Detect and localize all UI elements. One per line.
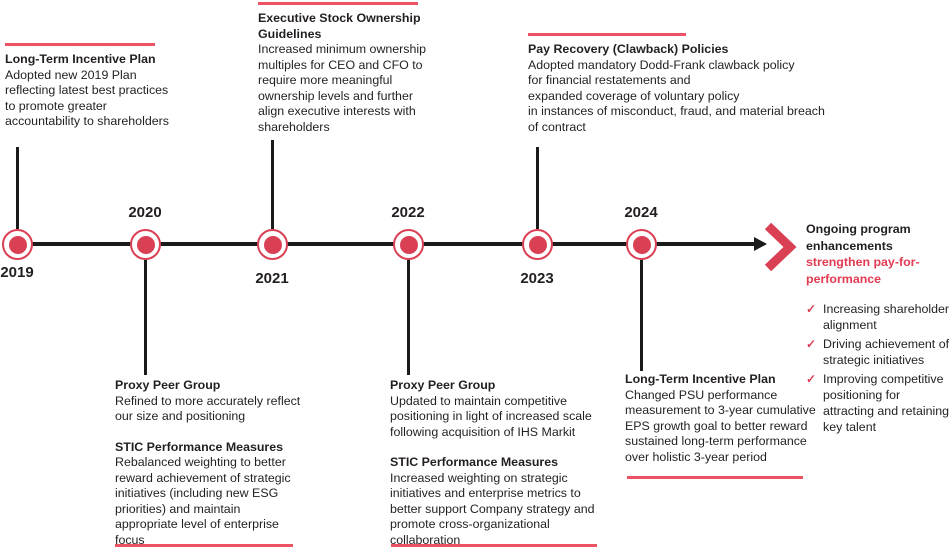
event-section: Proxy Peer Group Refined to more accurat… [115,378,315,425]
event-body: Adopted new 2019 Plan reflecting latest … [5,67,169,129]
marker-dot [528,235,547,254]
event-title: Long-Term Incentive Plan [625,372,776,386]
timeline-marker-2021 [257,229,288,260]
connector-2020 [143,259,147,375]
checkmark-icon: ✓ [806,372,817,386]
accent-rule [258,2,418,5]
marker-dot [263,235,282,254]
year-label-2021: 2021 [255,270,289,287]
list-item-text: Driving achievement of strategic initiat… [823,337,950,367]
connector-2021 [270,140,274,229]
event-2023-clawback: Pay Recovery (Clawback) Policies Adopted… [528,42,868,135]
event-2024-ltip: Long-Term Incentive Plan Changed PSU per… [625,372,825,480]
list-item: ✓ Increasing shareholder alignment [806,301,951,333]
event-title: Long-Term Incentive Plan [5,52,156,66]
year-label-2023: 2023 [520,270,554,287]
connector-2022 [406,259,410,375]
event-section: STIC Performance Measures Rebalanced wei… [115,440,315,549]
connector-2019 [15,147,19,229]
forward-chevron-icon [764,222,798,277]
event-body: Updated to maintain competitive position… [390,393,592,439]
accent-rule [391,544,597,547]
event-title: STIC Performance Measures [115,439,284,454]
timeline-marker-2022 [393,229,424,260]
event-2020-details: Proxy Peer Group Refined to more accurat… [115,378,315,550]
event-body: Adopted mandatory Dodd-Frank clawback po… [528,57,825,134]
timeline-marker-2024 [626,229,657,260]
timeline-marker-2023 [522,229,553,260]
event-2022-details: Proxy Peer Group Updated to maintain com… [390,378,610,550]
list-item-text: Increasing shareholder alignment [823,302,950,332]
ongoing-enhancements-panel: Ongoing program enhancements strengthen … [806,221,951,438]
checkmark-icon: ✓ [806,337,817,351]
connector-2024 [639,259,643,371]
event-title: Proxy Peer Group [390,378,496,392]
marker-dot [8,235,27,254]
year-label-2019: 2019 [0,264,34,281]
timeline-marker-2019 [2,229,33,260]
event-section: Long-Term Incentive Plan Changed PSU per… [625,372,825,465]
panel-heading-black: Ongoing program enhancements [806,222,911,253]
event-body: Increased weighting on strategic initiat… [390,470,595,547]
list-item: ✓ Driving achievement of strategic initi… [806,336,951,368]
accent-rule [528,33,686,36]
event-body: Increased minimum ownership multiples fo… [258,42,427,134]
event-title: STIC Performance Measures [390,455,559,469]
event-title: Proxy Peer Group [115,378,221,392]
connector-2023 [535,147,539,229]
checkmark-icon: ✓ [806,302,817,316]
event-section: Proxy Peer Group Updated to maintain com… [390,378,610,440]
event-2019-ltip: Long-Term Incentive Plan Adopted new 201… [5,52,177,130]
timeline-arrowhead-icon [754,237,767,251]
timeline-marker-2020 [130,229,161,260]
year-label-2020: 2020 [128,204,162,221]
event-body: Refined to more accurately reflect our s… [115,393,301,424]
event-2021-stock-ownership: Executive Stock Ownership Guidelines Inc… [258,11,438,135]
panel-heading-red: strengthen pay-for-performance [806,255,920,286]
benefits-list: ✓ Increasing shareholder alignment ✓ Dri… [806,301,951,435]
event-body: Rebalanced weighting to better reward ac… [115,455,291,547]
event-section: STIC Performance Measures Increased weig… [390,455,610,548]
list-item-text: Improving competitive positioning for at… [823,372,950,434]
marker-dot [399,235,418,254]
year-label-2024: 2024 [624,204,658,221]
accent-rule [115,544,293,547]
event-body: Changed PSU performance measurement to 3… [625,387,816,464]
accent-rule [627,476,803,479]
panel-heading: Ongoing program enhancements strengthen … [806,221,951,287]
list-item: ✓ Improving competitive positioning for … [806,371,951,435]
marker-dot [136,235,155,254]
timeline-axis [17,242,758,246]
year-label-2022: 2022 [391,204,425,221]
marker-dot [632,235,651,254]
event-title: Pay Recovery (Clawback) Policies [528,42,729,56]
event-title: Executive Stock Ownership Guidelines [258,11,421,41]
accent-rule [5,43,155,46]
